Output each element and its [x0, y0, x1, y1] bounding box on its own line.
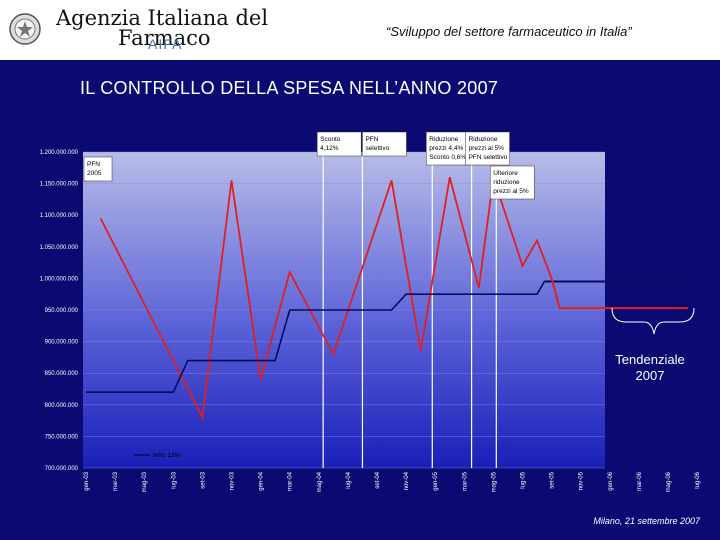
- x-tick-label: mag-05: [491, 471, 497, 492]
- y-tick-label: 950.000.000: [45, 308, 79, 314]
- annotation-box: [426, 131, 471, 166]
- x-tick-label: mag-03: [142, 471, 148, 492]
- tetto-series-line: [86, 281, 546, 393]
- y-tick-label: 700.000.000: [45, 466, 79, 472]
- annotation-text: PFN: [87, 161, 100, 168]
- annotation-text: Sconto: [320, 136, 341, 143]
- x-tick-label: set-05: [550, 471, 556, 488]
- annotation-text: prezzi al 5%: [469, 145, 505, 152]
- x-tick-label: set-03: [200, 471, 206, 488]
- tendenziale-line2: 2007: [635, 368, 665, 383]
- tendenziale-red-line: [550, 278, 688, 310]
- x-tick-label: mar-06: [637, 471, 643, 491]
- republic-seal-icon: [9, 13, 41, 45]
- x-tick-label: mag-04: [317, 471, 323, 492]
- annotation-text: PFN: [365, 136, 378, 143]
- annotation-text: 4,12%: [320, 145, 339, 152]
- x-tick-label: gen-06: [608, 471, 614, 490]
- x-tick-label: mar-03: [113, 471, 119, 491]
- y-tick-label: 750.000.000: [45, 434, 79, 440]
- annotation-text: selettivo: [365, 145, 389, 152]
- annotation-box: [362, 131, 407, 157]
- annotation-text: Ulteriore: [493, 170, 518, 177]
- x-tick-label: lug-05: [521, 471, 527, 488]
- tendenziale-bracket: [611, 307, 695, 335]
- annotation-box: [490, 165, 535, 200]
- annotation-box: [465, 131, 510, 166]
- y-tick-label: 1.000.000.000: [40, 276, 79, 282]
- tendenziale-label: Tendenziale 2007: [600, 352, 700, 384]
- aifa-logo: AIFA: [148, 36, 183, 52]
- agency-line2: Farmaco: [118, 26, 211, 50]
- y-tick-label: 850.000.000: [45, 371, 79, 377]
- spesa-series-line: [99, 176, 553, 421]
- legend-tetto-label: tetto 13%: [153, 452, 181, 459]
- x-tick-label: mar-04: [288, 471, 294, 491]
- annotation-text: 2005: [87, 170, 102, 177]
- annotation-box: [316, 131, 362, 157]
- presentation-subtitle: “Sviluppo del settore farmaceutico in It…: [386, 24, 632, 39]
- annotation-text: prezzi al 5%: [493, 188, 529, 195]
- y-tick-label: 1.200.000.000: [40, 150, 79, 156]
- y-tick-label: 1.150.000.000: [40, 182, 79, 188]
- x-tick-label: nov-03: [230, 471, 236, 490]
- agency-name: Agenzia Italiana del Farmaco: [56, 6, 296, 50]
- x-tick-label: nov-04: [404, 471, 410, 490]
- y-tick-label: 1.100.000.000: [40, 213, 79, 219]
- x-tick-label: mar-05: [462, 471, 468, 491]
- annotation-text: prezzi 4,4%: [429, 145, 463, 152]
- annotation-text: riduzione: [493, 179, 520, 186]
- x-tick-label: gen-03: [84, 471, 90, 490]
- y-tick-label: 900.000.000: [45, 340, 79, 346]
- y-tick-label: 1.050.000.000: [40, 245, 79, 251]
- header-bar: Agenzia Italiana del Farmaco AIFA “Svilu…: [0, 0, 720, 60]
- x-tick-label: nov-05: [579, 471, 585, 490]
- annotation-text: PFN selettivo: [469, 154, 508, 161]
- x-tick-label: mag-06: [666, 471, 672, 492]
- tendenziale-line1: Tendenziale: [615, 352, 685, 367]
- x-tick-label: gen-05: [433, 471, 439, 490]
- annotation-text: Sconto 0,6%: [429, 154, 466, 161]
- annotation-text: Riduzione: [429, 136, 458, 143]
- slide-title: IL CONTROLLO DELLA SPESA NELL’ANNO 2007: [80, 78, 499, 98]
- x-tick-label: lug-06: [695, 471, 701, 488]
- x-tick-label: gen-04: [259, 471, 265, 490]
- y-tick-label: 800.000.000: [45, 403, 79, 409]
- agency-line1: Agenzia Italiana del: [56, 6, 269, 30]
- x-tick-label: set-04: [375, 471, 381, 488]
- annotation-text: Riduzione: [469, 136, 498, 143]
- x-tick-label: lug-03: [171, 471, 177, 488]
- x-tick-label: lug-04: [346, 471, 352, 488]
- annotation-box: [83, 156, 113, 182]
- footer-date: Milano, 21 settembre 2007: [593, 516, 700, 526]
